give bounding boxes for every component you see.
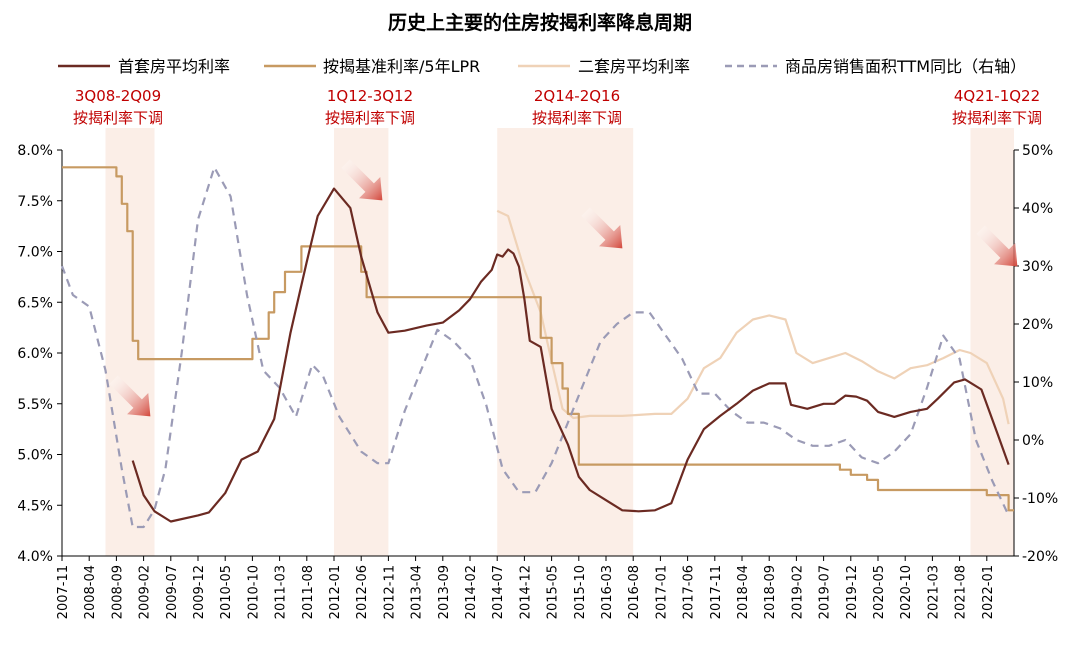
chart-title: 历史上主要的住房按揭利率降息周期 [388, 11, 692, 34]
x-tick-label: 2018-09 [763, 565, 778, 619]
down-arrow-icon [109, 375, 151, 417]
period-shade-4 [970, 128, 1014, 556]
x-tick-label: 2008-09 [110, 565, 125, 619]
x-tick-label: 2015-05 [546, 565, 561, 619]
x-tick-label: 2012-06 [355, 565, 370, 619]
x-tick-label: 2010-10 [246, 565, 261, 619]
x-tick-label: 2012-01 [328, 565, 343, 619]
x-tick-label: 2009-12 [192, 565, 207, 619]
left-tick-label: 7.0% [17, 245, 53, 261]
right-tick-label: -20% [1022, 549, 1058, 565]
x-tick-label: 2015-10 [573, 565, 588, 619]
series-lines [60, 166, 1014, 529]
right-tick-label: 40% [1022, 201, 1053, 217]
down-arrow-icon [581, 207, 623, 249]
period-label-range: 3Q08-2Q09 [75, 87, 161, 105]
x-tick-label: 2007-11 [56, 565, 71, 619]
period-shade-1 [105, 128, 155, 556]
left-tick-label: 4.5% [17, 498, 53, 514]
series-line-4 [60, 166, 1010, 529]
period-label-desc: 按揭利率下调 [73, 109, 163, 127]
down-arrow-icon [341, 159, 383, 201]
x-tick-label: 2014-07 [491, 565, 506, 619]
left-tick-label: 4.0% [17, 549, 53, 565]
x-tick-label: 2019-07 [818, 565, 833, 619]
period-label-range: 2Q14-2Q16 [534, 87, 620, 105]
right-tick-label: 20% [1022, 317, 1053, 333]
down-arrow-icon [976, 225, 1018, 267]
legend-label-1: 首套房平均利率 [118, 57, 230, 76]
x-tick-label: 2012-11 [382, 565, 397, 619]
x-tick-label: 2018-04 [736, 565, 751, 619]
period-label-range: 4Q21-1Q22 [954, 87, 1040, 105]
left-tick-label: 7.5% [17, 194, 53, 210]
legend-label-3: 二套房平均利率 [578, 57, 690, 76]
left-tick-label: 6.0% [17, 346, 53, 362]
x-tick-label: 2021-03 [926, 565, 941, 619]
right-tick-label: 50% [1022, 143, 1053, 159]
right-tick-label: 10% [1022, 375, 1053, 391]
x-tick-label: 2009-07 [165, 565, 180, 619]
period-label-desc: 按揭利率下调 [952, 109, 1042, 127]
x-tick-label: 2022-01 [981, 565, 996, 619]
period-label-desc: 按揭利率下调 [325, 109, 415, 127]
period-labels: 3Q08-2Q09 按揭利率下调 1Q12-3Q12 按揭利率下调 2Q14-2Q16 按… [73, 87, 1042, 127]
right-tick-label: 0% [1022, 433, 1044, 449]
x-tick-label: 2019-12 [845, 565, 860, 619]
period-label-desc: 按揭利率下调 [532, 109, 622, 127]
right-tick-label: 30% [1022, 259, 1053, 275]
left-tick-label: 5.5% [17, 397, 53, 413]
x-tick-label: 2016-03 [600, 565, 615, 619]
x-tick-label: 2014-02 [464, 565, 479, 619]
x-tick-label: 2008-04 [83, 565, 98, 619]
right-tick-label: -10% [1022, 491, 1058, 507]
x-tick-label: 2010-05 [219, 565, 234, 619]
x-tick-label: 2013-09 [437, 565, 452, 619]
legend-label-2: 按揭基准利率/5年LPR [323, 57, 480, 76]
left-tick-label: 5.0% [17, 448, 53, 464]
period-shade-3 [497, 128, 634, 556]
x-tick-label: 2011-03 [274, 565, 289, 619]
x-tick-label: 2011-08 [301, 565, 316, 619]
left-tick-label: 8.0% [17, 143, 53, 159]
x-tick-label: 2020-05 [872, 565, 887, 619]
x-tick-label: 2013-04 [410, 565, 425, 619]
x-tick-label: 2009-02 [138, 565, 153, 619]
x-tick-label: 2016-08 [627, 565, 642, 619]
axes: 4.0% 4.5% 5.0% 5.5% 6.0% 6.5% 7.0% 7.5% 8.0% -20%… [17, 143, 1058, 619]
down-arrows [109, 159, 1018, 417]
series-line-1 [131, 187, 1010, 523]
legend-label-4: 商品房销售面积TTM同比（右轴） [785, 57, 1026, 76]
x-tick-label: 2019-02 [790, 565, 805, 619]
left-tick-label: 6.5% [17, 295, 53, 311]
series-line-2 [62, 166, 1014, 512]
legend: 首套房平均利率 按揭基准利率/5年LPR 二套房平均利率 商品房销售面积TTM同比（右… [58, 57, 1026, 76]
x-tick-label: 2020-10 [899, 565, 914, 619]
x-tick-label: 2017-01 [654, 565, 669, 619]
series-line-3 [496, 209, 1010, 425]
period-label-range: 1Q12-3Q12 [327, 87, 413, 105]
x-tick-label: 2014-12 [518, 565, 533, 619]
easing-period-shading [105, 128, 1014, 556]
x-tick-label: 2021-08 [954, 565, 969, 619]
x-tick-label: 2017-06 [682, 565, 697, 619]
x-tick-label: 2017-11 [709, 565, 724, 619]
